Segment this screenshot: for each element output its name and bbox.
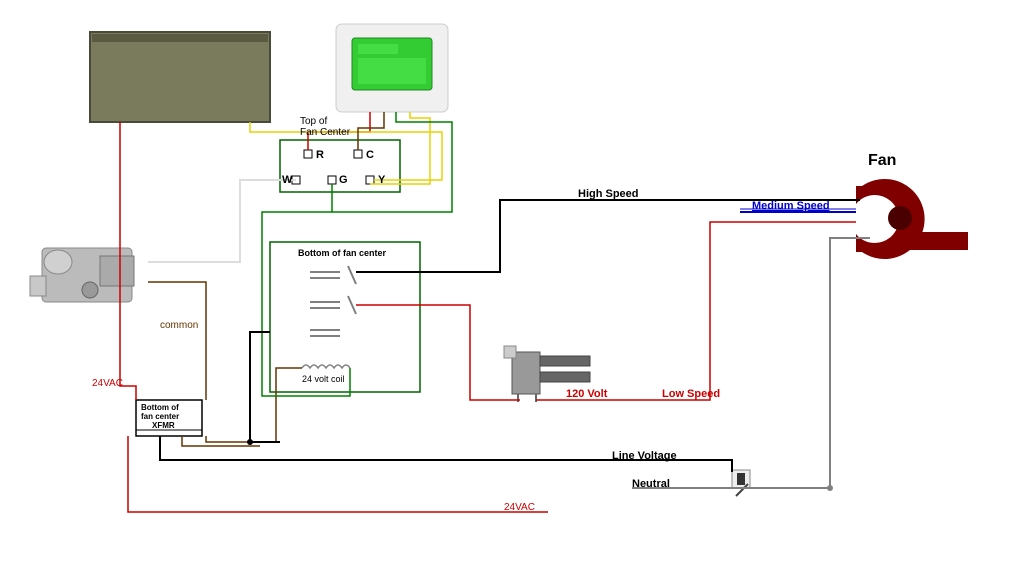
label-24v-coil: 24 volt coil	[302, 374, 345, 384]
thermostat-icon	[336, 24, 448, 112]
terminal-c: C	[366, 149, 374, 161]
label-common: common	[160, 320, 198, 331]
fan-icon	[856, 179, 968, 259]
label-line-voltage: Line Voltage	[612, 450, 677, 462]
wire-red-limit-in	[356, 305, 520, 400]
transformer-box	[90, 32, 270, 122]
wire-red-24vac-ret	[128, 436, 548, 512]
fan-center-bottom	[270, 242, 420, 392]
service-switch-icon	[732, 470, 750, 496]
wire-white-w	[148, 180, 296, 262]
wiring-diagram	[0, 0, 1023, 571]
label-24vac-left: 24VAC	[92, 378, 123, 389]
label-high-speed: High Speed	[578, 188, 639, 200]
label-xfmr2: fan center	[141, 412, 179, 421]
terminal-y: Y	[378, 174, 385, 186]
label-top-fc2: Fan Center	[300, 127, 350, 138]
terminal-g: G	[339, 174, 348, 186]
label-24vac-bottom: 24VAC	[504, 502, 535, 513]
fan-title: Fan	[868, 152, 896, 170]
label-medium-speed: Medium Speed	[752, 200, 830, 212]
label-neutral: Neutral	[632, 478, 670, 490]
label-xfmr3: XFMR	[152, 421, 175, 430]
wire-green-coil	[262, 212, 350, 396]
label-xfmr1: Bottom of	[141, 403, 179, 412]
label-120v: 120 Volt	[566, 388, 607, 400]
terminal-w: W	[282, 174, 292, 186]
wire-brown-common2	[206, 368, 302, 442]
label-low-speed: Low Speed	[662, 388, 720, 400]
gas-valve-icon	[30, 248, 134, 302]
label-top-fc1: Top of	[300, 116, 327, 127]
terminal-r: R	[316, 149, 324, 161]
wire-gray-neutral	[748, 238, 870, 488]
wire-brown-c	[358, 112, 384, 150]
wire-brown-common	[148, 282, 206, 400]
label-bottom-fc: Bottom of fan center	[298, 248, 386, 258]
